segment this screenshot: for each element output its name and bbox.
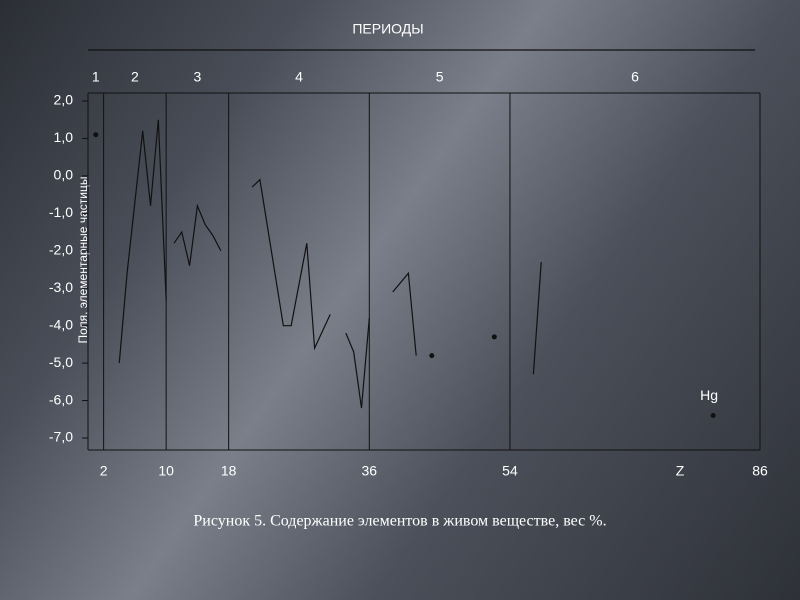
- data-line: [392, 271, 417, 356]
- y-axis-label: Поля, элементарные частицы: [76, 177, 90, 344]
- data-line: [345, 318, 370, 409]
- data-line: [118, 119, 167, 364]
- y-tick-label: -1,0: [49, 204, 73, 220]
- y-tick-label: -2,0: [49, 241, 73, 257]
- data-line: [532, 261, 542, 375]
- x-tick-label: 54: [502, 463, 518, 479]
- y-tick-label: 0,0: [54, 167, 74, 183]
- period-label: 5: [436, 69, 444, 85]
- period-label: 3: [193, 69, 201, 85]
- chart-title: ПЕРИОДЫ: [352, 21, 423, 37]
- data-point: [491, 334, 497, 340]
- x-tick-label: 10: [158, 463, 174, 479]
- annotation: Hg: [700, 387, 718, 403]
- period-label: 4: [295, 69, 303, 85]
- y-tick-label: -3,0: [49, 279, 73, 295]
- y-tick-label: -4,0: [49, 316, 73, 332]
- y-tick-label: 2,0: [54, 92, 74, 108]
- x-tick-label: 2: [100, 463, 108, 479]
- x-tick-label: 36: [362, 463, 378, 479]
- period-label: 1: [92, 69, 100, 85]
- y-tick-label: -7,0: [49, 429, 73, 445]
- y-tick-label: -6,0: [49, 391, 73, 407]
- data-line: [251, 178, 331, 351]
- period-label: 6: [631, 69, 639, 85]
- data-line: [173, 203, 222, 266]
- data-point: [429, 353, 435, 359]
- x-tick-label: 86: [752, 463, 768, 479]
- x-tick-label: 18: [221, 463, 237, 479]
- x-axis-label: Z: [676, 463, 685, 479]
- period-label: 2: [131, 69, 139, 85]
- caption: Рисунок 5. Содержание элементов в живом …: [193, 513, 606, 530]
- y-tick-label: -5,0: [49, 354, 73, 370]
- data-point: [710, 413, 716, 419]
- data-point: [93, 132, 99, 138]
- y-tick-label: 1,0: [54, 129, 74, 145]
